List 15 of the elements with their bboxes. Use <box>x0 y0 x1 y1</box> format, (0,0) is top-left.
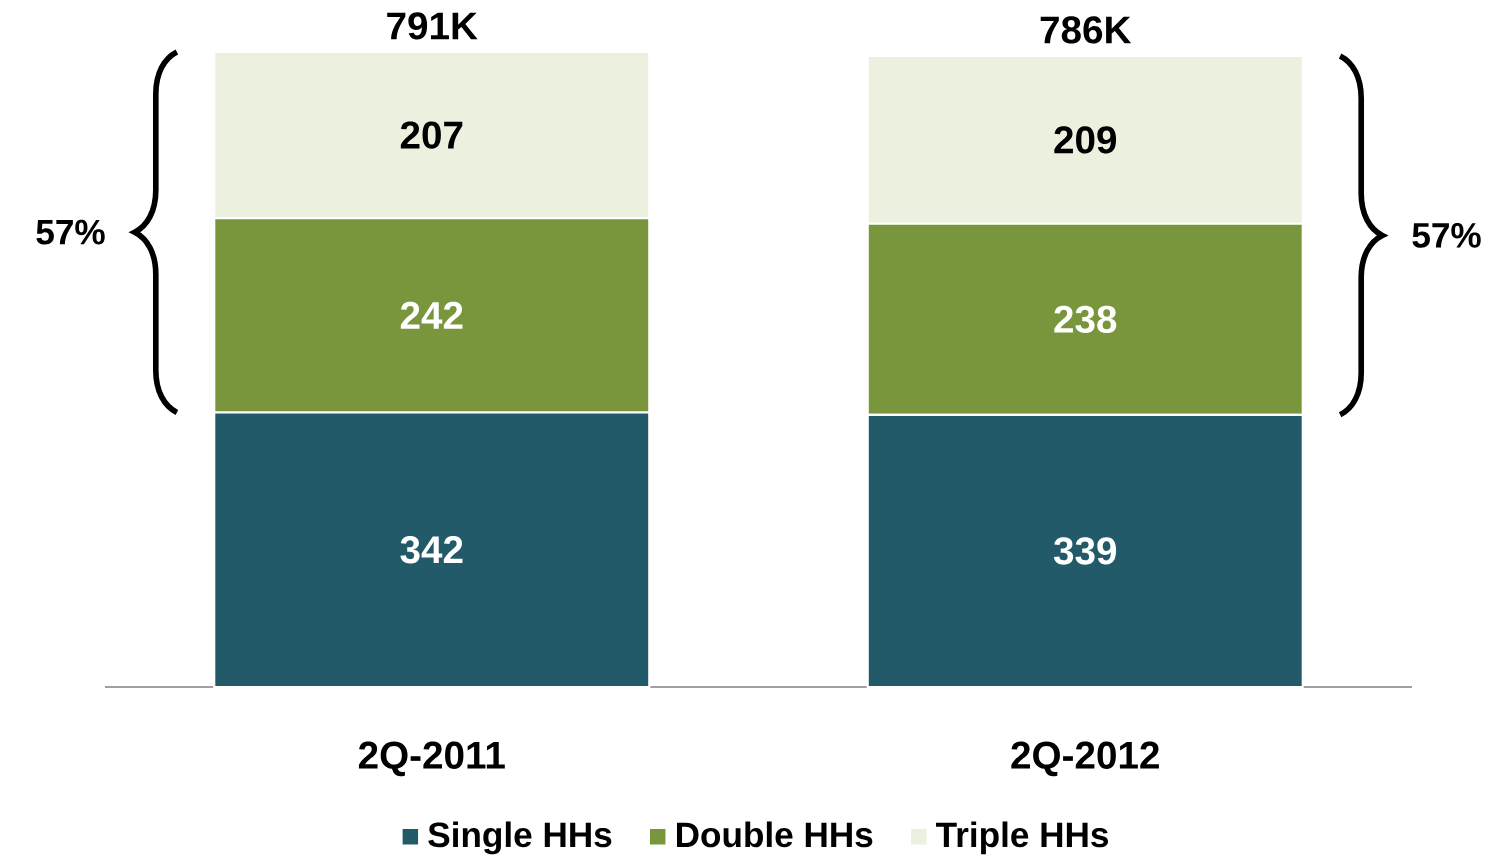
total-label: 791K <box>387 12 478 40</box>
data-label: 209 <box>1054 126 1117 154</box>
total-label: 786K <box>1040 16 1132 44</box>
data-label: 242 <box>400 301 463 329</box>
legend-label: Triple HHs <box>936 821 1109 855</box>
legend-label: Double HHs <box>676 821 873 848</box>
x-tick-label: 2Q-2012 <box>1011 741 1159 777</box>
text: 57% <box>36 219 105 245</box>
legend-label: Single HHs <box>428 821 612 855</box>
x-tick-label: 2Q-2011 <box>358 741 505 777</box>
data-label: 207 <box>400 121 463 149</box>
data-label: 238 <box>1054 305 1117 334</box>
text: 57% <box>1412 223 1481 248</box>
data-label: 342 <box>400 536 463 564</box>
data-label: 339 <box>1053 537 1117 565</box>
